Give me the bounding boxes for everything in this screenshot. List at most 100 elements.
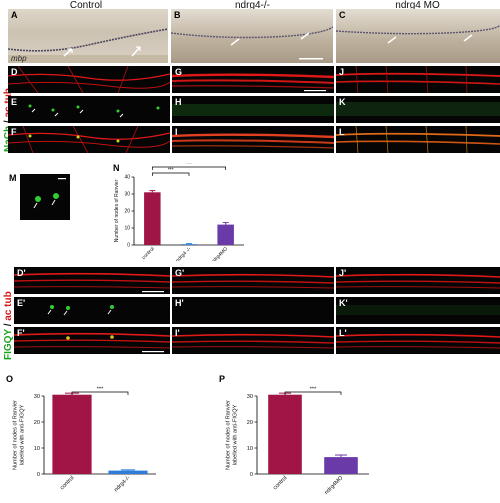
fluor-panel-j-prime: [336, 267, 500, 294]
y-tick-label: 20: [34, 420, 40, 426]
y-tick-label: 40: [124, 175, 130, 181]
bar: [324, 457, 358, 474]
panel-label-m: M: [9, 173, 17, 183]
panel-label-i: I: [175, 127, 178, 137]
y-tick-label: 10: [34, 446, 40, 452]
y-axis-label: Number of nodes of Ranvier: [13, 400, 19, 470]
fluor-image-g: [172, 73, 334, 92]
panel-label-j: J: [339, 67, 345, 77]
side-label-red-2: ac tub: [3, 291, 14, 321]
fluor-panel-g-prime: [172, 267, 334, 294]
fluor-image-i: [172, 133, 334, 149]
ish-image-b: [171, 26, 333, 60]
y-tick-label: 0: [127, 243, 130, 249]
fluor-image-j: [336, 66, 500, 93]
panel-label-j-prime: J': [339, 268, 347, 278]
fluor-image-d: [8, 66, 170, 93]
y-tick-label: 20: [247, 420, 253, 426]
x-tick-label: ndrg4MO: [324, 475, 345, 496]
chart-n: 0 10 20 30 40 Number of nodes of Ranvier contr…: [114, 163, 244, 261]
fluor-image-i-prime: [172, 333, 334, 349]
panel-label-k-prime: K': [339, 298, 348, 308]
panel-label-i-prime: I': [175, 328, 180, 338]
ish-panel-b: [171, 9, 333, 63]
side-label-figqy-actub: FIGQY / ac tub: [3, 291, 14, 360]
significance-bracket: [151, 166, 227, 170]
panel-label-b: B: [174, 10, 181, 20]
fluor-image-m: [33, 178, 66, 209]
y-tick-label: 20: [124, 209, 130, 215]
panel-label-c: C: [339, 10, 346, 20]
fluor-panel-h: [172, 96, 334, 123]
x-tick-label: ndrg4MO: [210, 246, 229, 261]
fluor-panel-k: [336, 96, 500, 123]
panel-label-g-prime: G': [175, 268, 185, 278]
fluor-image-j-prime: [336, 273, 500, 289]
fluor-panel-e: [8, 96, 170, 123]
fluor-panel-g: [172, 66, 334, 93]
panel-label-h: H: [175, 97, 182, 107]
significance-bracket: [71, 391, 129, 395]
significance-label: ***: [186, 163, 192, 168]
fluor-image-g-prime: [172, 273, 334, 289]
significance-label: ***: [168, 168, 174, 174]
fluor-panel-l-prime: [336, 327, 500, 354]
x-tick-label: control: [141, 246, 156, 261]
fluor-image-e-prime: [47, 305, 114, 316]
panel-label-k: K: [339, 97, 346, 107]
chart-p: 0 10 20 30 Number of nodes of Ranvier labelle…: [226, 387, 369, 496]
bar: [52, 394, 92, 474]
fluor-panel-d-prime: [14, 267, 170, 294]
y-tick-label: 0: [250, 472, 253, 478]
significance-bracket: [151, 172, 190, 176]
fluor-image-k-prime: [336, 305, 500, 315]
panel-label-d-prime: D': [17, 268, 26, 278]
fluor-panel-k-prime: [336, 297, 500, 324]
fluor-panel-h-prime: [172, 297, 334, 324]
fluor-image-f: [8, 126, 170, 153]
fluor-image-k: [336, 102, 500, 116]
y-tick-label: 0: [37, 472, 40, 478]
fluor-image-l: [336, 126, 500, 153]
panel-label-e: E: [11, 97, 18, 107]
significance-label: ***: [310, 387, 317, 393]
panel-label-f: F: [11, 127, 17, 137]
y-tick-label: 30: [124, 192, 130, 198]
significance-label: ***: [97, 387, 104, 393]
fluor-image-f-prime: [14, 332, 170, 353]
panel-label-f-prime: F': [17, 328, 25, 338]
column-title-ndrg4-ko: ndrg4-/-: [234, 0, 270, 11]
y-axis-label: Number of nodes of Ranvier: [114, 179, 120, 242]
fluor-panel-e-prime: [14, 297, 170, 324]
x-tick-label: control: [59, 475, 75, 491]
x-tick-label: control: [272, 475, 288, 491]
panel-label-p: P: [219, 374, 226, 384]
fluor-panel-f: [8, 126, 170, 153]
fluor-panel-i: [172, 126, 334, 153]
column-title-ndrg4-mo: ndrg4 MO: [395, 0, 440, 11]
fluor-image-d-prime: [14, 272, 170, 293]
y-tick-label: 30: [247, 394, 253, 400]
side-label-green-2: FIGQY: [3, 329, 14, 360]
ish-image-c: [336, 24, 500, 44]
bar: [108, 470, 148, 474]
chart-o: 0 10 20 30 Number of nodes of Ranvier labelle…: [13, 387, 156, 493]
panel-label-o: O: [6, 374, 14, 384]
bar: [217, 224, 234, 245]
fluor-image-h: [172, 104, 334, 116]
y-axis-label: Number of nodes of Ranvier: [226, 400, 232, 470]
panel-label-e-prime: E': [17, 298, 26, 308]
y-tick-label: 10: [124, 226, 130, 232]
fluor-panel-i-prime: [172, 327, 334, 354]
fluor-panel-j: [336, 66, 500, 93]
panel-label-g: G: [175, 67, 183, 77]
fluor-panel-d: [8, 66, 170, 93]
bar: [144, 192, 161, 245]
panel-label-d: D: [11, 67, 18, 77]
ish-panel-a: [8, 9, 168, 63]
fluor-panel-l: [336, 126, 500, 153]
bar: [180, 244, 198, 245]
column-title-control: Control: [69, 0, 103, 11]
panel-label-h-prime: H': [175, 298, 184, 308]
ish-panel-c: [336, 9, 500, 63]
